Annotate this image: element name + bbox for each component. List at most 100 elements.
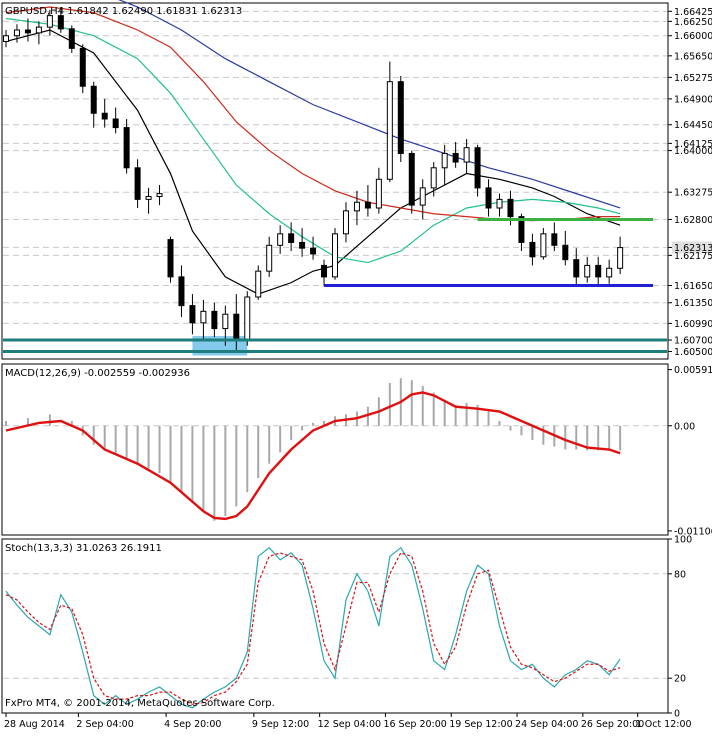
- price-axis-label: 1.60990: [674, 319, 712, 330]
- time-axis-label: 16 Sep 20:00: [383, 719, 446, 730]
- time-axis-label: 26 Sep 20:00: [581, 719, 644, 730]
- macd-axis-label: -0.011069: [674, 526, 712, 537]
- candle-body: [332, 233, 338, 278]
- time-axis-label: 2 Sep 04:00: [76, 719, 133, 730]
- time-axis-label: 19 Sep 12:00: [449, 719, 512, 730]
- candle-body: [595, 264, 602, 278]
- macd-axis-label: 0.00: [674, 421, 695, 432]
- candle-body: [321, 264, 328, 278]
- price-axis-label: 1.64900: [674, 94, 712, 105]
- price-axis-label: 1.60500: [674, 347, 712, 358]
- stoch-panel-frame: [1, 538, 669, 714]
- candle-body: [35, 26, 42, 34]
- candle-body: [386, 81, 393, 180]
- candle-body: [46, 15, 53, 28]
- time-axis-label: 9 Sep 12:00: [252, 719, 309, 730]
- time-axis: 28 Aug 2014 2 Sep 04:00 4 Sep 20:00 9 Sep 1…: [4, 713, 692, 730]
- candle-body: [68, 28, 75, 49]
- candle-body: [342, 210, 349, 235]
- price-panel-title: GBPUSD,H4 1.61842 1.62490 1.61831 1.6231…: [5, 6, 242, 17]
- macd-panel: 0.005912 0.00 -0.011069: [1, 363, 712, 537]
- candle-body: [452, 152, 459, 163]
- candle-body: [562, 244, 569, 261]
- candle-body: [584, 264, 591, 278]
- candle-body: [189, 305, 196, 324]
- candle-body: [353, 201, 360, 212]
- candle-body: [101, 112, 108, 120]
- candle-body: [551, 233, 558, 246]
- candle-body: [507, 198, 514, 218]
- price-axis-label: 1.65275: [674, 73, 712, 84]
- macd-signal-line: [5, 391, 621, 521]
- candle-body: [233, 313, 240, 341]
- price-axis-label: 1.64450: [674, 120, 712, 131]
- candle-body: [255, 270, 262, 298]
- candle-body: [573, 259, 580, 278]
- price-axis-label: 1.62175: [674, 251, 712, 262]
- price-axis-label: 1.66000: [674, 31, 712, 42]
- price-axis-label: 1.63275: [674, 188, 712, 199]
- stoch-signal-line: [5, 552, 621, 705]
- candle-body: [299, 241, 306, 249]
- candle-body: [200, 310, 207, 324]
- candle-body: [430, 167, 437, 189]
- candle-body: [244, 296, 251, 341]
- candle-body: [13, 29, 20, 37]
- candle-body: [408, 152, 415, 206]
- stoch-main-line: [5, 546, 621, 709]
- candle-body: [288, 233, 295, 243]
- candle-body: [375, 178, 382, 209]
- candle-body: [134, 167, 141, 200]
- candle-body: [24, 29, 31, 34]
- macd-panel-title: MACD(12,26,9) -0.002559 -0.002936: [5, 368, 190, 379]
- price-panel-frame: [1, 2, 669, 360]
- candle-body: [540, 233, 547, 258]
- current-price-marker: [672, 241, 712, 254]
- candle-body: [178, 276, 185, 307]
- stoch-panel-title: Stoch(13,3,3) 31.0263 26.1911: [5, 543, 162, 554]
- candle-body: [419, 187, 426, 206]
- candle-body: [364, 201, 371, 209]
- time-axis-label: 1 Oct 12:00: [636, 719, 692, 730]
- macd-axis-label: 0.005912: [674, 365, 712, 376]
- stoch-axis-label: 0: [674, 709, 680, 720]
- price-axis-label: 1.61650: [674, 281, 712, 292]
- price-axis-label: 1.64125: [674, 139, 712, 150]
- candle-body: [397, 81, 404, 154]
- candle-body: [156, 193, 163, 198]
- candle-body: [167, 239, 174, 278]
- candle-body: [57, 15, 64, 30]
- time-axis-label: 28 Aug 2014: [4, 719, 65, 730]
- time-axis-label: 12 Sep 04:00: [318, 719, 381, 730]
- price-axis-label: 1.62800: [674, 215, 712, 226]
- candle-body: [222, 313, 229, 330]
- stoch-axis-label: 80: [674, 569, 686, 580]
- candle-body: [496, 198, 503, 209]
- price-axis-label: 1.66250: [674, 17, 712, 28]
- price-axis-label: 1.62313: [674, 243, 712, 254]
- candle-body: [606, 267, 613, 278]
- candle-body: [79, 47, 86, 87]
- moving-average-long: [118, 0, 621, 209]
- candle-body: [617, 247, 624, 269]
- candle-body: [441, 152, 448, 169]
- candle-body: [463, 147, 470, 163]
- candle-body: [3, 35, 9, 42]
- stoch-panel: 100 80 20 0: [1, 535, 692, 720]
- candle-body: [518, 216, 525, 243]
- candle-body: [277, 233, 284, 246]
- macd-panel-frame: [1, 363, 669, 536]
- candle-body: [112, 118, 119, 129]
- candle-body: [474, 147, 481, 189]
- candle-body: [529, 241, 536, 258]
- time-axis-label: 4 Sep 20:00: [164, 719, 221, 730]
- price-axis-label: 1.60700: [674, 336, 712, 347]
- candle-body: [485, 187, 492, 209]
- stoch-axis-label: 20: [674, 674, 686, 685]
- candle-body: [211, 310, 218, 330]
- stoch-axis-label: 100: [674, 535, 692, 546]
